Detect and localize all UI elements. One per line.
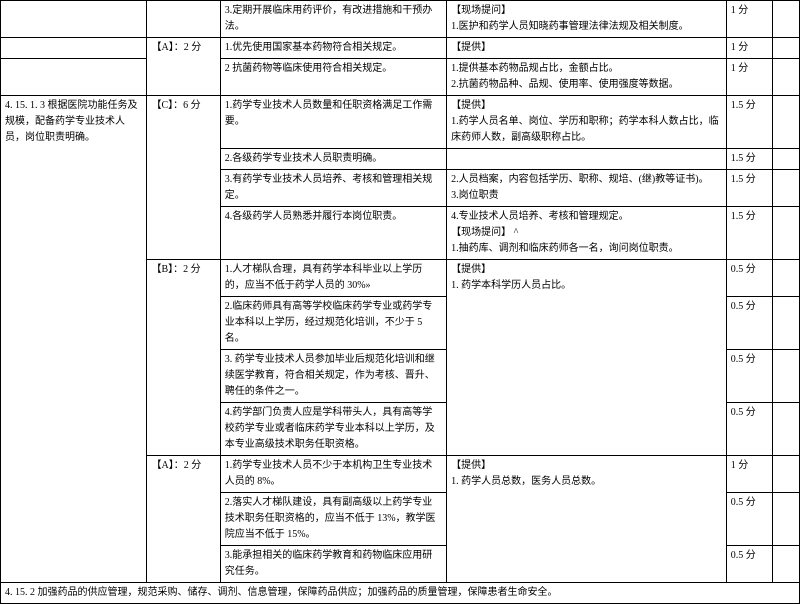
col-score: 0.5 分 bbox=[726, 350, 773, 403]
col-criteria: 1.药学专业技术人员数量和任职资格满足工作需要。 bbox=[220, 96, 446, 149]
col-score: 1 分 bbox=[726, 38, 773, 59]
col-blank bbox=[773, 149, 800, 170]
col-level: 【A】：2 分 bbox=[147, 456, 220, 583]
col-criteria: 3. 药学专业技术人员参加毕业后规范化培训和继续医学教育，符合相关规定，作为考核… bbox=[220, 350, 446, 403]
col-section bbox=[1, 1, 147, 38]
col-section bbox=[1, 59, 147, 96]
col-score: 0.5 分 bbox=[726, 297, 773, 350]
col-score: 1.5 分 bbox=[726, 149, 773, 170]
col-score: 1.5 分 bbox=[726, 96, 773, 149]
col-blank bbox=[773, 297, 800, 350]
col-criteria: 3.有药学专业技术人员培养、考核和管理相关规定。 bbox=[220, 170, 446, 207]
col-blank bbox=[773, 1, 800, 38]
col-criteria: 4.各级药学人员熟悉并履行本岗位职责。 bbox=[220, 207, 446, 260]
col-level: 【B】：2 分 bbox=[147, 260, 220, 456]
col-criteria: 4.药学部门负责人应是学科带头人，具有高等学校药学专业或者临床药学专业本科以上学… bbox=[220, 403, 446, 456]
col-blank bbox=[773, 207, 800, 260]
col-score: 0.5 分 bbox=[726, 493, 773, 546]
col-blank bbox=[773, 350, 800, 403]
col-blank bbox=[773, 96, 800, 149]
col-blank bbox=[773, 493, 800, 546]
col-blank bbox=[773, 456, 800, 493]
col-evidence: 【提供】 1.药学人员名单、岗位、学历和职称；药学本科人数占比，临床药师人数，副… bbox=[447, 96, 727, 149]
col-criteria: 3.定期开展临床用药评价，有改进措施和干预办法。 bbox=[220, 1, 446, 38]
col-level: 【A】：2 分 bbox=[147, 38, 220, 96]
col-score: 1.5 分 bbox=[726, 170, 773, 207]
col-criteria: 1.药学专业技术人员不少于本机构卫生专业技术人员的 8%。 bbox=[220, 456, 446, 493]
col-criteria: 1.优先使用国家基本药物符合相关规定。 bbox=[220, 38, 446, 59]
col-evidence: 1.提供基本药物品规占比，金额占比。 2.抗菌药物品种、品规、使用率、使用强度等… bbox=[447, 59, 727, 96]
col-evidence: 【提供】 bbox=[447, 38, 727, 59]
col-section bbox=[1, 38, 147, 59]
col-criteria: 2.临床药师具有高等学校临床药学专业或药学专业本科以上学历，经过规范化培训，不少… bbox=[220, 297, 446, 350]
col-score: 1 分 bbox=[726, 59, 773, 96]
col-score: 1.5 分 bbox=[726, 207, 773, 260]
col-section: 4. 15. 1. 3 根据医院功能任务及规模，配备药学专业技术人员，岗位职责明… bbox=[1, 96, 147, 583]
col-evidence: 【提供】 1. 药学本科学历人员占比。 bbox=[447, 260, 727, 456]
col-blank bbox=[773, 38, 800, 59]
footer-row: 4. 15. 2 加强药品的供应管理，规范采购、储存、调剂、信息管理，保障药品供… bbox=[0, 583, 800, 604]
col-blank bbox=[773, 170, 800, 207]
col-blank bbox=[773, 546, 800, 583]
col-score: 0.5 分 bbox=[726, 403, 773, 456]
col-blank bbox=[773, 403, 800, 456]
col-blank bbox=[773, 59, 800, 96]
col-criteria: 2.各级药学专业技术人员职责明确。 bbox=[220, 149, 446, 170]
col-level bbox=[147, 1, 220, 38]
col-criteria: 2.落实人才梯队建设，具有副高级以上药学专业技术职务任职资格的，应当不低于 13… bbox=[220, 493, 446, 546]
col-level: 【C】：6 分 bbox=[147, 96, 220, 260]
col-evidence: 【提供】 1. 药学人员总数，医务人员总数。 bbox=[447, 456, 727, 583]
col-score: 0.5 分 bbox=[726, 260, 773, 297]
col-evidence: 4.专业技术人员培养、考核和管理规定。 【现场提问】 ^ 1.抽药库、调剂和临床… bbox=[447, 207, 727, 260]
col-evidence: 【现场提问】 1.医护和药学人员知晓药事管理法律法规及相关制度。 bbox=[447, 1, 727, 38]
col-criteria: 1.人才梯队合理，具有药学本科毕业以上学历的，应当不低于药学人员的 30%» bbox=[220, 260, 446, 297]
col-criteria: 2 抗菌药物等临床使用符合相关规定。 bbox=[220, 59, 446, 96]
col-blank bbox=[773, 260, 800, 297]
col-evidence bbox=[447, 149, 727, 170]
col-score: 0.5 分 bbox=[726, 546, 773, 583]
col-criteria: 3.能承担相关的临床药学教育和药物临床应用研究任务。 bbox=[220, 546, 446, 583]
col-evidence: 2.人员档案，内容包括学历、职称、规培、(继)教等证书)。 3.岗位职责 bbox=[447, 170, 727, 207]
col-score: 1 分 bbox=[726, 1, 773, 38]
col-score: 1 分 bbox=[726, 456, 773, 493]
